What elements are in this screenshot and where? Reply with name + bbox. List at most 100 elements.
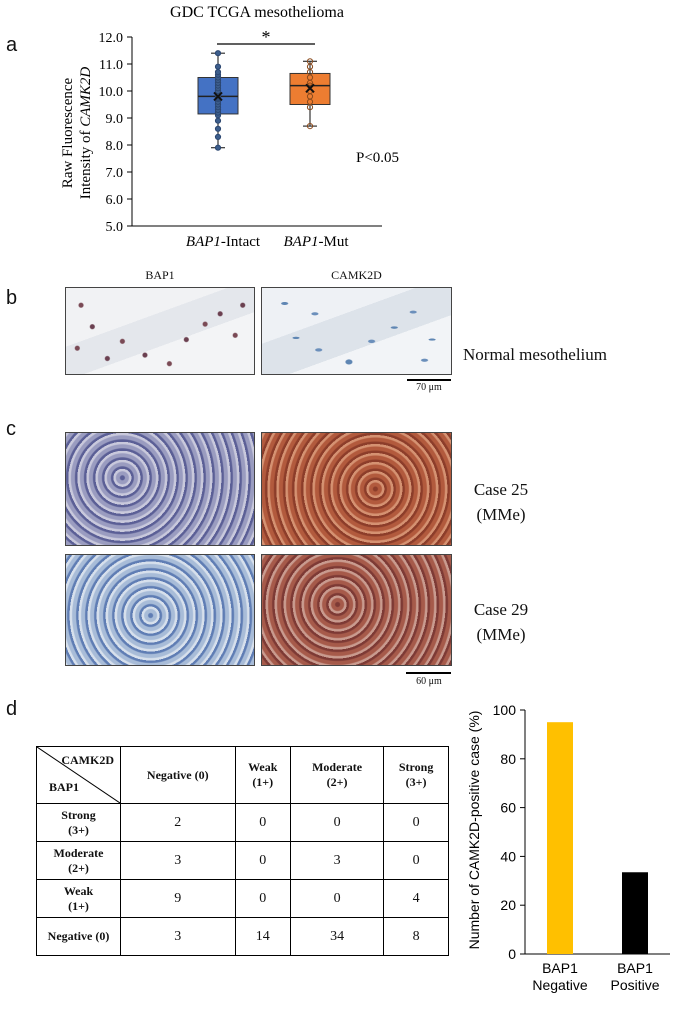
- table-cell: 14: [234, 917, 291, 956]
- row-header: Strong (3+): [36, 803, 121, 842]
- x-label-bap1-mut: BAP1-Mut: [284, 234, 350, 250]
- corner-diagonal: [37, 747, 120, 803]
- table-cell: 0: [234, 879, 291, 918]
- panel-label-a: a: [6, 34, 18, 56]
- bars: [547, 722, 648, 954]
- table-cell: 34: [289, 917, 385, 956]
- panel-label-d: d: [6, 698, 18, 720]
- bap1-normal-mesothelium-image: [65, 287, 255, 375]
- table-cell: 0: [234, 841, 291, 880]
- bar: [622, 872, 648, 954]
- table-corner-cell: CAMK2D BAP1: [36, 746, 121, 804]
- bar: [547, 722, 573, 954]
- y-tick-label: 5.0: [106, 220, 124, 235]
- column-header: Moderate (2+): [289, 746, 385, 804]
- bar-cat-1-line1: BAP1: [542, 960, 578, 976]
- table-row: Weak (1+) 9 0 0 4: [36, 879, 449, 918]
- table-cell: 0: [383, 841, 449, 880]
- data-point: [214, 63, 222, 70]
- y-tick-label: 9.0: [106, 112, 124, 127]
- data-point: [214, 117, 222, 124]
- data-point: [214, 144, 222, 151]
- row-header: Moderate (2+): [36, 841, 121, 880]
- scale-bar-b: [407, 379, 451, 381]
- panel-b-col1-label: BAP1: [145, 268, 175, 282]
- data-point: [214, 69, 222, 76]
- bar-y-axis-label: Number of CAMK2D-positive case (%): [466, 711, 482, 950]
- mean-marker: [305, 83, 315, 94]
- bar-chart: Number of CAMK2D-positive case (%) 100 80…: [466, 702, 670, 993]
- table-cell: 0: [383, 803, 449, 842]
- normal-mesothelium-label: Normal mesothelium: [463, 345, 608, 364]
- table-cell: 3: [289, 841, 385, 880]
- data-point: [214, 50, 222, 57]
- bar-cat-2-line2: Positive: [610, 977, 659, 993]
- bar-y-tick-label: 0: [508, 946, 516, 962]
- significance-star: *: [262, 27, 271, 47]
- bar-y-tick-label: 40: [500, 848, 516, 864]
- bar-cat-1-line2: Negative: [532, 977, 587, 993]
- p-value: P<0.05: [356, 150, 399, 166]
- y-tick-label: 12.0: [99, 31, 124, 46]
- x-label-bap1-intact: BAP1-Intact: [186, 234, 261, 250]
- table-row: Negative (0) 3 14 34 8: [36, 917, 449, 956]
- data-point: [214, 125, 222, 132]
- bap1-case29-image: [65, 554, 255, 666]
- bar-y-tick-label: 80: [500, 751, 516, 767]
- bar-y-ticks: 100 80 60 40 20 0: [493, 702, 525, 962]
- panel-b-col2-label: CAMK2D: [331, 268, 382, 282]
- table-cell: 4: [383, 879, 449, 918]
- data-point: [214, 133, 222, 140]
- box-plot-chart: GDC TCGA mesothelioma Raw Fluorescence I…: [60, 4, 399, 250]
- case25-line2: (MMe): [476, 505, 526, 524]
- column-header: Weak (1+): [234, 746, 291, 804]
- camk2d-case29-image: [261, 554, 452, 666]
- y-tick-label: 11.0: [99, 58, 123, 73]
- camk2d-normal-mesothelium-image: [261, 287, 452, 375]
- row-header: Negative (0): [36, 917, 121, 956]
- bap1-camk2d-table: CAMK2D BAP1 Negative (0) Weak (1+) Modera…: [36, 746, 449, 956]
- boxes: [197, 50, 331, 151]
- camk2d-case25-image: [261, 432, 452, 546]
- corner-col-header: CAMK2D: [61, 753, 114, 767]
- table-row: Moderate (2+) 3 0 3 0: [36, 841, 449, 880]
- table-cell: 0: [234, 803, 291, 842]
- table-cell: 0: [289, 803, 385, 842]
- column-header: Strong (3+): [383, 746, 449, 804]
- panel-label-c: c: [6, 418, 16, 440]
- data-point: [306, 58, 314, 65]
- case25-line1: Case 25: [473, 480, 529, 499]
- table-cell: 8: [383, 917, 449, 956]
- bar-y-tick-label: 20: [500, 897, 516, 913]
- scale-bar-c: [406, 672, 451, 674]
- table-cell: 9: [120, 879, 236, 918]
- case29-line1: Case 29: [473, 600, 529, 619]
- y-tick-label: 6.0: [106, 193, 124, 208]
- row-header: Weak (1+): [36, 879, 121, 918]
- bar-y-tick-label: 100: [493, 702, 517, 718]
- data-point: [306, 123, 314, 130]
- bap1-case25-image: [65, 432, 255, 546]
- case29-label: Case 29 (MMe): [461, 597, 541, 647]
- table-cell: 0: [289, 879, 385, 918]
- y-tick-label: 8.0: [106, 139, 124, 154]
- panel-label-b: b: [6, 287, 18, 309]
- bar-cat-2-line1: BAP1: [617, 960, 653, 976]
- y-axis-label-line2: Intensity of CAMK2D: [78, 67, 94, 200]
- case25-label: Case 25 (MMe): [461, 477, 541, 527]
- column-header: Negative (0): [120, 746, 236, 804]
- table-cell: 3: [120, 917, 236, 956]
- bar-y-tick-label: 60: [500, 800, 516, 816]
- box-plot-title: GDC TCGA mesothelioma: [170, 4, 344, 21]
- y-tick-label: 10.0: [99, 85, 124, 100]
- mean-marker: [213, 91, 223, 102]
- table-row: Strong (3+) 2 0 0 0: [36, 803, 449, 842]
- scale-label-b: 70 μm: [416, 382, 442, 393]
- y-tick-label: 7.0: [106, 166, 124, 181]
- table-cell: 2: [120, 803, 236, 842]
- corner-row-header: BAP1: [49, 780, 79, 794]
- table-cell: 3: [120, 841, 236, 880]
- scale-label-c: 60 μm: [416, 676, 442, 687]
- y-axis-label-line1: Raw Fluorescence: [60, 77, 76, 188]
- case29-line2: (MMe): [476, 625, 526, 644]
